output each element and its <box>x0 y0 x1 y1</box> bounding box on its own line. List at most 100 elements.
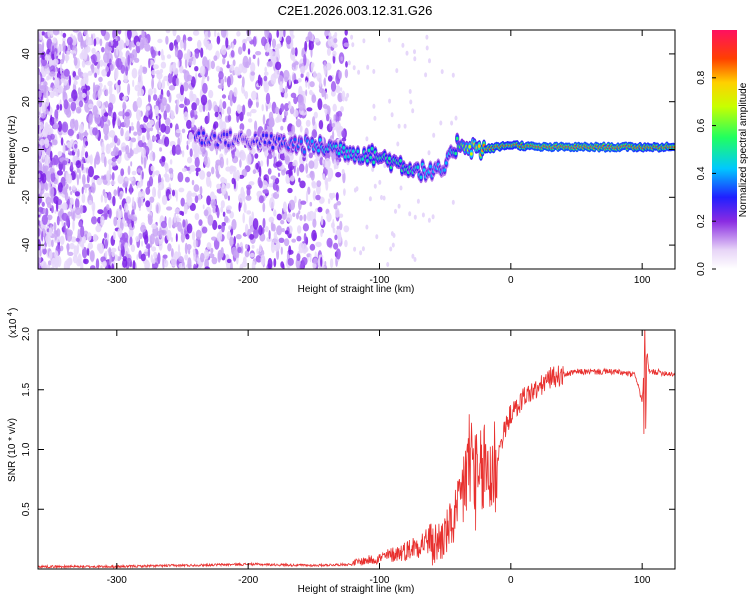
noise-speckle <box>65 217 70 227</box>
snr-line <box>38 330 675 569</box>
noise-speckle <box>255 162 259 170</box>
noise-speckle <box>233 38 237 46</box>
noise-speckle <box>104 192 108 204</box>
noise-speckle <box>322 173 326 180</box>
noise-speckle <box>315 241 322 248</box>
ridge-core <box>370 146 374 151</box>
noise-speckle <box>77 253 82 265</box>
noise-speckle <box>287 257 294 266</box>
noise-speckle <box>183 203 188 215</box>
ridge-core <box>369 155 372 160</box>
noise-speckle <box>333 38 338 44</box>
noise-speckle <box>183 81 189 92</box>
noise-speckle <box>193 239 198 248</box>
noise-speckle <box>39 126 42 138</box>
noise-speckle <box>158 117 161 129</box>
noise-speckle <box>305 119 311 127</box>
noise-speckle <box>50 114 53 123</box>
noise-speckle <box>298 177 301 183</box>
noise-speckle <box>188 58 192 66</box>
noise-speckle <box>116 45 119 56</box>
noise-speckle <box>165 30 171 34</box>
noise-speckle <box>122 104 127 110</box>
noise-speckle <box>151 77 155 90</box>
noise-speckle <box>297 77 302 83</box>
noise-speckle <box>140 224 147 233</box>
noise-speckle <box>165 117 171 126</box>
noise-speckle <box>343 190 346 197</box>
noise-speckle <box>157 38 163 44</box>
noise-speckle <box>274 106 280 115</box>
noise-speckle <box>327 198 331 205</box>
noise-speckle <box>178 187 185 193</box>
noise-speckle <box>236 31 241 37</box>
noise-speckle <box>318 265 325 269</box>
noise-speckle <box>303 232 307 243</box>
noise-speckle <box>362 38 366 44</box>
noise-speckle <box>104 250 108 257</box>
noise-speckle <box>300 111 307 116</box>
noise-speckle <box>333 242 339 250</box>
noise-speckle <box>151 69 156 76</box>
noise-speckle <box>263 75 268 82</box>
noise-speckle <box>222 101 227 109</box>
figure-title: C2E1.2026.003.12.31.G26 <box>278 3 433 18</box>
noise-speckle <box>335 171 342 178</box>
noise-speckle <box>107 80 113 87</box>
noise-speckle <box>88 113 93 125</box>
noise-speckle <box>389 246 393 252</box>
noise-speckle <box>72 118 75 125</box>
noise-speckle <box>246 36 252 42</box>
noise-speckle <box>147 243 151 250</box>
noise-speckle <box>79 241 85 247</box>
noise-speckle <box>163 75 169 82</box>
noise-speckle <box>299 163 305 173</box>
noise-speckle <box>280 125 284 131</box>
noise-speckle <box>227 60 230 69</box>
noise-speckle <box>106 204 110 210</box>
noise-speckle <box>220 200 225 209</box>
noise-speckle <box>125 242 129 249</box>
ridge-core <box>200 141 204 145</box>
noise-speckle <box>41 230 44 242</box>
noise-speckle <box>425 45 429 51</box>
noise-speckle <box>86 232 92 242</box>
noise-speckle <box>61 121 69 133</box>
noise-speckle <box>318 120 324 130</box>
noise-speckle <box>125 196 132 204</box>
noise-speckle <box>140 253 146 262</box>
noise-speckle <box>200 47 204 58</box>
noise-speckle <box>327 35 334 47</box>
noise-speckle <box>88 103 94 109</box>
noise-speckle <box>131 170 137 176</box>
noise-speckle <box>440 69 444 75</box>
noise-speckle <box>242 212 245 224</box>
noise-speckle <box>63 99 69 110</box>
noise-speckle <box>104 212 108 220</box>
noise-speckle <box>312 190 317 201</box>
noise-speckle <box>83 258 89 265</box>
noise-speckle <box>81 186 84 195</box>
noise-speckle <box>57 85 64 94</box>
noise-speckle <box>333 203 338 210</box>
noise-speckle <box>170 110 175 120</box>
noise-speckle <box>307 186 311 195</box>
noise-speckle <box>191 121 195 128</box>
noise-speckle <box>338 70 343 80</box>
noise-speckle <box>357 69 361 75</box>
noise-speckle <box>77 108 81 114</box>
noise-speckle <box>82 246 88 259</box>
noise-speckle <box>153 87 157 95</box>
noise-speckle <box>82 131 89 137</box>
noise-speckle <box>75 160 82 169</box>
noise-speckle <box>175 233 178 243</box>
noise-speckle <box>300 200 307 205</box>
noise-speckle <box>137 168 142 173</box>
noise-speckle <box>188 131 194 143</box>
noise-speckle <box>40 220 43 226</box>
noise-speckle <box>373 183 377 189</box>
y-tick-label: -20 <box>21 190 32 205</box>
noise-speckle <box>85 140 89 146</box>
noise-speckle <box>292 212 296 217</box>
noise-speckle <box>41 244 46 250</box>
